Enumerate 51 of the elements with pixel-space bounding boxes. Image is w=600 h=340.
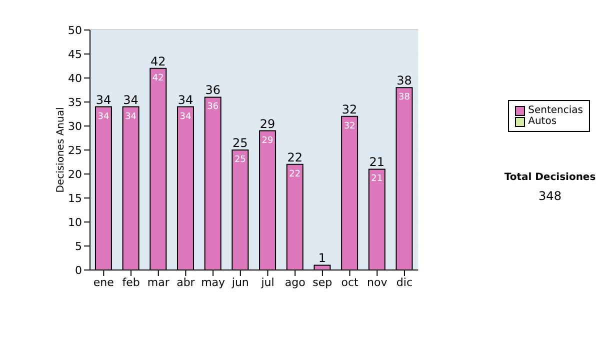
- data-label: 34: [98, 112, 110, 122]
- data-label: 36: [207, 102, 219, 112]
- y-tick-label: 45: [68, 48, 82, 61]
- x-tick-label: abr: [176, 276, 196, 289]
- y-axis-title: Decisiones Anual: [56, 107, 67, 193]
- x-tick-label: jul: [260, 276, 274, 289]
- total-label: 34: [178, 92, 194, 107]
- x-tick-label: may: [201, 276, 226, 289]
- x-tick-label: ene: [93, 276, 114, 289]
- y-tick-label: 5: [75, 240, 82, 253]
- total-label: 42: [150, 54, 166, 68]
- total-label: 29: [260, 116, 276, 131]
- y-tick-label: 50: [68, 24, 82, 37]
- y-tick-label: 25: [68, 144, 82, 157]
- x-tick-label: oct: [341, 276, 359, 289]
- data-label: 22: [289, 169, 301, 180]
- total-label: 34: [96, 92, 112, 107]
- y-tick-label: 30: [68, 120, 82, 133]
- total-label: 22: [287, 150, 303, 164]
- text: 348: [538, 189, 562, 203]
- x-tick-label: feb: [122, 276, 140, 289]
- total-label: 21: [369, 155, 385, 170]
- x-tick-label: dic: [396, 276, 412, 289]
- y-tick-label: 10: [68, 216, 82, 229]
- data-label: 21: [371, 174, 383, 184]
- x-tick-label: jun: [230, 276, 249, 289]
- y-tick-label: 20: [68, 168, 82, 181]
- data-label: 34: [180, 112, 192, 122]
- y-tick-label: 15: [68, 192, 82, 205]
- y-tick-label: 0: [75, 264, 82, 277]
- data-label: 38: [398, 92, 410, 103]
- total-label: 25: [232, 136, 248, 150]
- x-tick-label: mar: [147, 276, 170, 289]
- total-label: 1: [318, 251, 326, 266]
- x-tick-label: sep: [312, 276, 332, 289]
- data-label: 29: [262, 136, 274, 146]
- data-label: 34: [125, 112, 137, 122]
- y-tick-label: 40: [68, 72, 82, 85]
- legend-label: Sentencias: [528, 105, 583, 116]
- data-label: 42: [152, 73, 164, 84]
- total-label: 38: [396, 74, 412, 88]
- text: Total Decisiones: [503, 172, 597, 183]
- total-label: 32: [342, 102, 358, 116]
- total-label: 34: [123, 92, 138, 107]
- data-label: 32: [344, 121, 356, 132]
- x-tick-label: ago: [284, 276, 306, 289]
- x-tick-label: nov: [367, 276, 388, 289]
- total-label: 36: [205, 83, 220, 98]
- data-label: 25: [234, 155, 246, 165]
- y-tick-label: 35: [68, 96, 82, 109]
- legend-label: Autos: [528, 116, 557, 127]
